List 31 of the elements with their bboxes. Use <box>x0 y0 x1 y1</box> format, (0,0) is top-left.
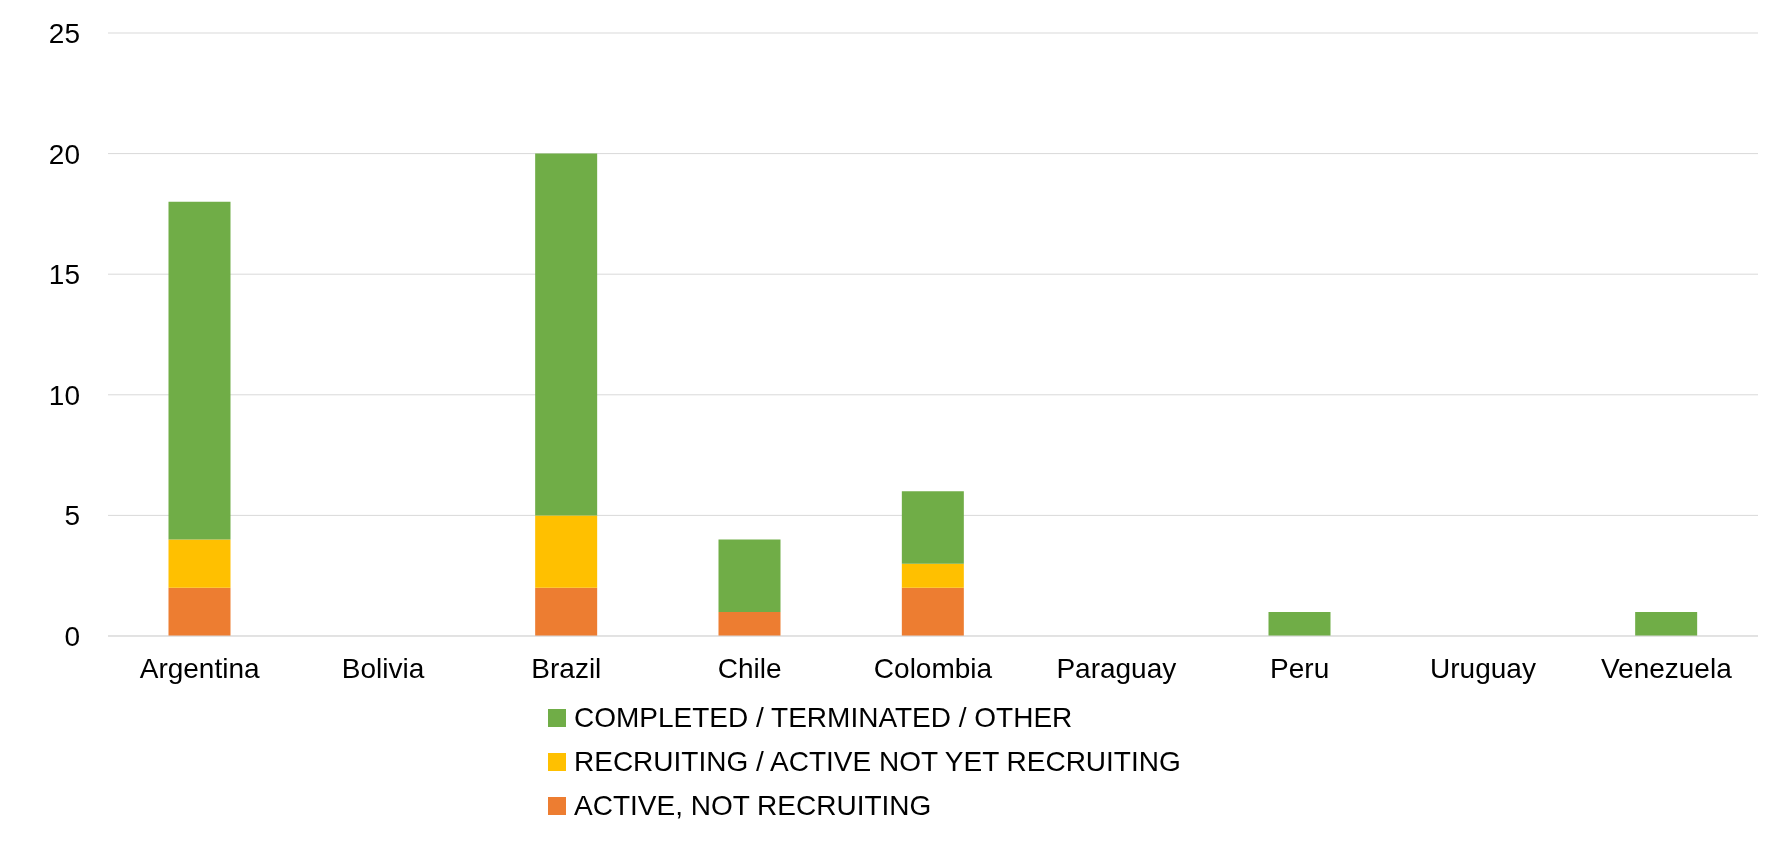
bar <box>535 515 598 588</box>
legend-label: ACTIVE, NOT RECRUITING <box>574 789 932 823</box>
bar <box>168 201 231 540</box>
bar <box>901 491 964 564</box>
x-tick-label: Paraguay <box>1056 652 1177 684</box>
x-tick-label: Bolivia <box>341 652 425 684</box>
x-tick-label: Chile <box>717 652 782 684</box>
bar <box>535 153 598 516</box>
x-tick-label: Venezuela <box>1600 652 1733 684</box>
y-tick-label: 5 <box>64 500 80 532</box>
bar <box>535 587 598 636</box>
bar <box>718 539 781 612</box>
y-tick-label: 25 <box>48 17 80 49</box>
legend-label: RECRUITING / ACTIVE NOT YET RECRUITING <box>574 745 1181 779</box>
bar <box>901 587 964 636</box>
bar <box>718 611 781 636</box>
y-tick-label: 10 <box>48 379 80 411</box>
bar <box>1268 611 1331 636</box>
y-tick-label: 15 <box>48 259 80 291</box>
legend-label: COMPLETED / TERMINATED / OTHER <box>574 701 1073 735</box>
bar <box>901 563 964 588</box>
x-tick-label: Brazil <box>531 652 602 684</box>
x-tick-label: Uruguay <box>1430 652 1536 684</box>
x-tick-label: Colombia <box>873 652 993 684</box>
bar <box>168 587 231 636</box>
bar <box>1635 611 1698 636</box>
y-tick-label: 0 <box>64 620 80 652</box>
y-tick-label: 20 <box>48 138 80 170</box>
x-tick-label: Peru <box>1270 652 1330 684</box>
bar <box>168 539 231 588</box>
x-tick-label: Argentina <box>139 652 261 684</box>
